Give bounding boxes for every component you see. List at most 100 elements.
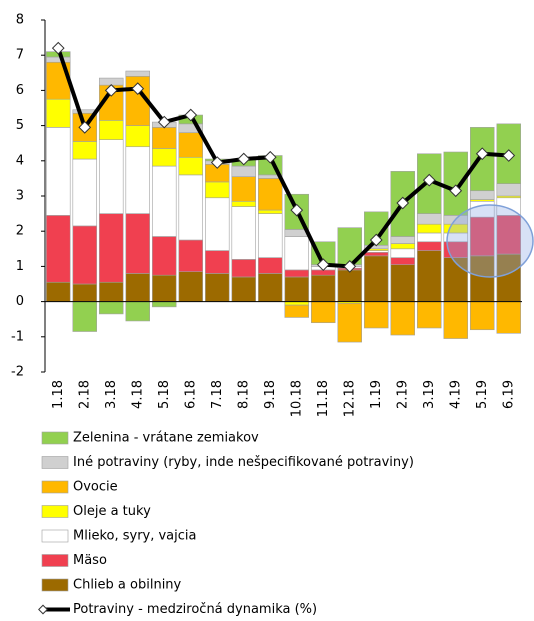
bar-segment bbox=[390, 264, 415, 302]
bar-segment bbox=[258, 209, 283, 214]
legend-swatch bbox=[41, 480, 69, 494]
x-tick-label: 6.19 bbox=[501, 380, 516, 409]
bar-segment bbox=[125, 125, 150, 148]
bar-segment bbox=[284, 304, 309, 318]
bar-segment bbox=[178, 271, 203, 302]
x-tick-label: 1.19 bbox=[369, 380, 384, 409]
bar-segment bbox=[72, 301, 97, 332]
bars bbox=[46, 51, 521, 343]
bar-segment bbox=[46, 56, 71, 63]
x-tick-label: 9.18 bbox=[263, 380, 278, 409]
legend-label: Ovocie bbox=[73, 480, 118, 495]
x-tick-label: 10.18 bbox=[289, 380, 304, 417]
bar-segment bbox=[364, 255, 389, 302]
x-tick-label: 2.18 bbox=[77, 380, 92, 409]
bar-segment bbox=[46, 215, 71, 283]
bar-segment bbox=[443, 151, 468, 216]
legend-swatch bbox=[41, 505, 69, 518]
y-tick-label: 4 bbox=[16, 153, 24, 168]
bar-segment bbox=[311, 274, 336, 302]
bar-segment bbox=[46, 98, 71, 128]
x-tick-label: 5.19 bbox=[475, 380, 490, 409]
y-tick-label: 6 bbox=[16, 83, 24, 98]
bar-segment bbox=[231, 206, 256, 260]
bar-segment bbox=[125, 273, 150, 302]
x-tick-label: 12.18 bbox=[342, 380, 357, 417]
legend-swatch bbox=[41, 554, 69, 567]
bar-segment bbox=[443, 301, 468, 339]
legend-label: Mäso bbox=[73, 553, 107, 568]
line-marker bbox=[449, 184, 463, 198]
bar-segment bbox=[125, 213, 150, 274]
bar-segment bbox=[417, 241, 442, 251]
bar-segment bbox=[417, 232, 442, 243]
line-marker bbox=[290, 203, 304, 217]
bar-segment bbox=[125, 146, 150, 214]
bar-segment bbox=[417, 223, 442, 234]
legend-swatch bbox=[41, 578, 69, 592]
bar-segment bbox=[125, 70, 150, 77]
bar-segment bbox=[72, 283, 97, 302]
line-marker bbox=[237, 152, 251, 166]
line-marker bbox=[422, 173, 436, 187]
line-marker bbox=[51, 41, 65, 55]
x-tick-label: 3.18 bbox=[104, 380, 119, 409]
bar-segment bbox=[152, 236, 177, 276]
bar-segment bbox=[46, 281, 71, 302]
bar-segment bbox=[152, 274, 177, 302]
bar-segment bbox=[205, 197, 230, 251]
bar-segment bbox=[99, 281, 124, 302]
legend-label: Potraviny - medziročná dynamika (%) bbox=[73, 602, 317, 617]
y-tick-label: -2 bbox=[11, 365, 24, 380]
line-marker bbox=[475, 147, 489, 161]
bar-segment bbox=[284, 236, 309, 271]
bar-segment bbox=[152, 165, 177, 237]
line-marker bbox=[184, 108, 198, 122]
legend-swatch bbox=[41, 431, 69, 445]
bar-segment bbox=[231, 176, 256, 202]
legend-label: Zelenina - vrátane zemiakov bbox=[73, 431, 259, 446]
bar-segment bbox=[337, 269, 362, 302]
x-tick-label: 7.18 bbox=[210, 380, 225, 409]
bar-segment bbox=[152, 148, 177, 167]
y-tick-label: 2 bbox=[16, 224, 24, 239]
line-marker bbox=[104, 84, 118, 97]
x-tick-label: 4.19 bbox=[448, 380, 463, 409]
y-tick-label: 3 bbox=[16, 189, 24, 204]
bar-segment bbox=[284, 276, 309, 302]
bar-segment bbox=[417, 213, 442, 225]
bar-segment bbox=[205, 273, 230, 302]
bar-segment bbox=[152, 127, 177, 149]
line-marker bbox=[131, 82, 145, 96]
bar-segment bbox=[390, 301, 415, 336]
y-tick-label: 1 bbox=[16, 259, 24, 274]
bar-segment bbox=[99, 139, 124, 214]
bar-segment bbox=[470, 190, 495, 200]
y-tick-label: 0 bbox=[16, 294, 24, 309]
x-tick-label: 4.18 bbox=[130, 380, 145, 409]
bar-segment bbox=[178, 156, 203, 176]
bar-segment bbox=[99, 301, 124, 315]
bar-segment bbox=[258, 273, 283, 302]
line-marker bbox=[210, 156, 224, 169]
line-marker bbox=[263, 150, 277, 164]
bar-segment bbox=[231, 165, 256, 177]
highlight-ellipse bbox=[446, 204, 534, 278]
bar-segment bbox=[231, 276, 256, 302]
legend-swatch bbox=[41, 456, 69, 469]
line-marker bbox=[343, 260, 357, 273]
bar-segment bbox=[205, 181, 230, 199]
legend-label: Chlieb a obilniny bbox=[73, 578, 182, 593]
y-tick-label: 5 bbox=[16, 118, 24, 133]
bar-segment bbox=[390, 236, 415, 244]
bar-segment bbox=[364, 252, 389, 257]
bar-segment bbox=[390, 243, 415, 250]
y-tick-label: -1 bbox=[11, 329, 24, 344]
y-tick-label: 7 bbox=[16, 48, 24, 63]
legend-marker bbox=[38, 604, 48, 615]
bar-segment bbox=[390, 248, 415, 258]
bar-segment bbox=[178, 132, 203, 158]
x-tick-label: 1.18 bbox=[51, 380, 66, 409]
line-marker bbox=[316, 258, 330, 272]
